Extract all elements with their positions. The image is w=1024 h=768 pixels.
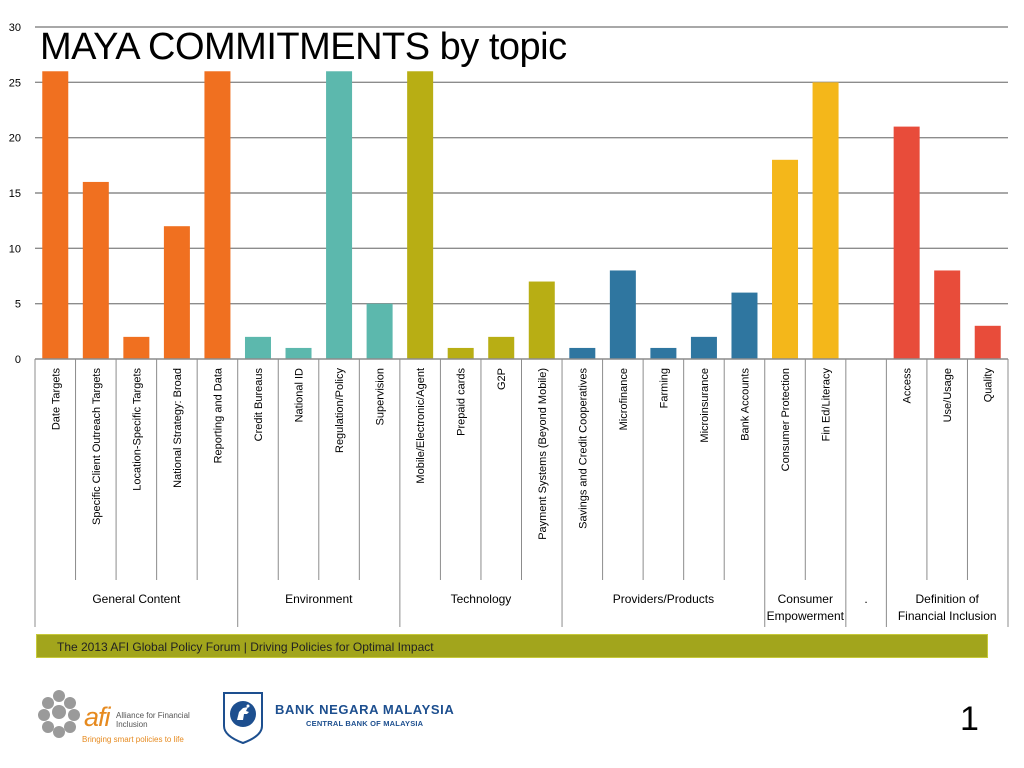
- y-tick-label: 15: [9, 188, 21, 200]
- x-tick-label: Location-Specific Targets: [131, 368, 143, 491]
- bar: [204, 71, 231, 360]
- bnm-crest-icon: [223, 692, 263, 744]
- group-label: Technology: [451, 592, 512, 606]
- bar: [609, 270, 636, 359]
- x-tick-label: Use/Usage: [942, 368, 954, 422]
- x-tick-label: Microinsurance: [699, 368, 711, 443]
- page-number: 1: [960, 700, 979, 738]
- bnm-name: BANK NEGARA MALAYSIA: [275, 702, 455, 717]
- group-label: Environment: [285, 592, 353, 606]
- afi-logo: afi Alliance for Financial Inclusion Bri…: [36, 688, 196, 746]
- group-label: .: [864, 592, 867, 606]
- y-tick-label: 30: [9, 22, 21, 34]
- bar: [569, 347, 596, 359]
- x-tick-label: Quality: [983, 368, 995, 403]
- bar: [244, 336, 271, 359]
- bar-chart: 0 5 10 15 20 25 30 Date Targets Specific Client…: [9, 22, 1009, 627]
- bar: [731, 292, 758, 359]
- group-label: Providers/Products: [613, 592, 714, 606]
- x-tick-label: Microfinance: [618, 368, 630, 430]
- x-tick-label: Consumer Protection: [780, 368, 792, 471]
- bar: [163, 226, 190, 359]
- bar: [123, 336, 150, 359]
- x-tick-label: National ID: [294, 368, 306, 422]
- bar: [366, 303, 393, 359]
- bar: [326, 71, 353, 360]
- x-tick-label: Date Targets: [50, 368, 62, 431]
- group-label: Financial Inclusion: [898, 609, 997, 623]
- page-title: MAYA COMMITMENTS by topic: [40, 26, 567, 68]
- x-tick-label: Reporting and Data: [212, 367, 224, 463]
- x-tick-label: Prepaid cards: [456, 368, 468, 436]
- y-tick-label: 20: [9, 133, 21, 145]
- afi-name: Alliance for Financial Inclusion: [116, 711, 190, 729]
- x-tick-label: Savings and Credit Cooperatives: [577, 368, 589, 529]
- bnm-subtitle: CENTRAL BANK OF MALAYSIA: [306, 719, 424, 728]
- y-tick-label: 10: [9, 243, 21, 255]
- x-tick-label: Supervision: [375, 368, 387, 425]
- x-tick-label: National Strategy: Broad: [172, 368, 184, 488]
- x-tick-label: Specific Client Outreach Targets: [91, 368, 103, 525]
- bar: [690, 336, 717, 359]
- bnm-logo: BANK NEGARA MALAYSIA CENTRAL BANK OF MAL…: [222, 690, 482, 746]
- bar: [528, 281, 555, 359]
- afi-wordmark: afi: [84, 702, 111, 732]
- group-label: General Content: [92, 592, 181, 606]
- group-label: Consumer: [778, 592, 833, 606]
- footer-banner: The 2013 AFI Global Policy Forum | Drivi…: [36, 634, 988, 658]
- x-tick-label: Farming: [658, 368, 670, 408]
- bar: [974, 325, 1001, 359]
- x-tick-label: Payment Systems (Beyond Mobile): [537, 368, 549, 540]
- bar: [934, 270, 961, 359]
- y-tick-label: 25: [9, 77, 21, 89]
- group-label: Definition of: [916, 592, 980, 606]
- bar: [285, 347, 312, 359]
- bar: [407, 71, 434, 360]
- bar: [772, 159, 799, 359]
- x-tick-label: G2P: [496, 368, 508, 390]
- bar: [893, 126, 920, 359]
- group-label: Empowerment: [767, 609, 845, 623]
- x-tick-label: Access: [902, 368, 914, 404]
- y-tick-label: 0: [15, 354, 21, 366]
- x-tick-label: Fin Ed/Literacy: [821, 368, 833, 442]
- footer-text: The 2013 AFI Global Policy Forum | Drivi…: [57, 640, 434, 654]
- y-tick-label: 5: [15, 299, 21, 311]
- x-tick-label: Mobile/Electronic/Agent: [415, 368, 427, 484]
- x-tick-label: Credit Bureaus: [253, 368, 265, 442]
- x-tick-label: Bank Accounts: [739, 368, 751, 441]
- x-tick-label: Regulation/Policy: [334, 368, 346, 453]
- bar: [447, 347, 474, 359]
- afi-globe-icon: [38, 690, 80, 738]
- bar: [82, 181, 109, 359]
- bar: [812, 82, 839, 359]
- bar: [488, 336, 515, 359]
- afi-tagline: Bringing smart policies to life: [82, 735, 184, 744]
- bar: [42, 71, 69, 360]
- bar: [650, 347, 677, 359]
